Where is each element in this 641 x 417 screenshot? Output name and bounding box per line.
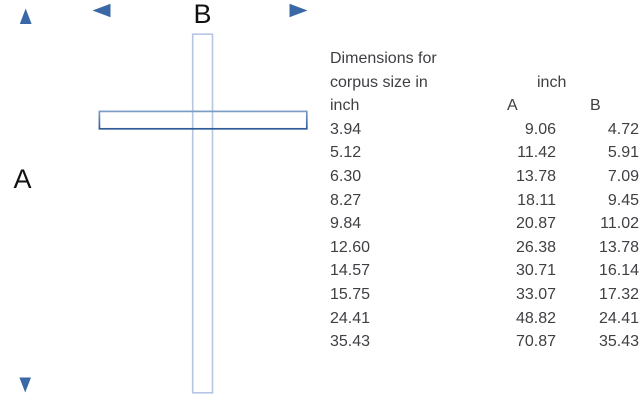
dimension-b-cell: 16.14 xyxy=(598,262,639,280)
dimension-b-cell: 35.43 xyxy=(598,333,639,351)
dimension-a-cell: 18.11 xyxy=(517,191,556,209)
table-heading-line-2: corpus size in xyxy=(330,73,428,91)
corpus-size-cell: 9.84 xyxy=(330,215,362,233)
table-heading-row: Dimensions for xyxy=(330,47,641,71)
arrow-down-icon xyxy=(19,377,31,393)
arrow-up-icon xyxy=(19,8,32,24)
arrow-left-icon xyxy=(92,3,111,18)
dimension-a-cell: 70.87 xyxy=(515,333,556,351)
corpus-size-cell: 14.57 xyxy=(330,262,371,280)
table-row: 24.41 48.82 24.41 xyxy=(330,307,641,331)
height-dimension-label: A xyxy=(13,164,31,194)
corpus-size-cell: 15.75 xyxy=(330,285,371,303)
width-dimension-arrow: B xyxy=(92,0,308,29)
table-row: 35.43 70.87 35.43 xyxy=(330,330,641,354)
dimension-b-cell: 9.45 xyxy=(607,191,639,209)
dimension-b-cell: 4.72 xyxy=(607,120,639,138)
table-row: 8.27 18.11 9.45 xyxy=(330,189,641,213)
dimension-b-cell: 11.02 xyxy=(600,215,639,233)
column-b-header: B xyxy=(590,97,601,115)
corpus-size-cell: 8.27 xyxy=(330,191,362,209)
column-a-header: A xyxy=(507,97,518,115)
cross-horizontal-bar xyxy=(98,110,308,130)
table-row: 12.60 26.38 13.78 xyxy=(330,236,641,260)
dimension-a-cell: 9.06 xyxy=(524,120,556,138)
cross-dimension-diagram: A B xyxy=(13,0,308,394)
dimension-a-cell: 11.42 xyxy=(517,144,556,162)
dimension-a-cell: 48.82 xyxy=(515,309,556,327)
table-row: 3.94 9.06 4.72 xyxy=(330,118,641,142)
table-header-row: inch A B xyxy=(330,94,641,118)
dimension-b-cell: 24.41 xyxy=(598,309,639,327)
dimension-a-cell: 33.07 xyxy=(515,285,556,303)
dimension-b-cell: 7.09 xyxy=(607,167,639,185)
table-row: 9.84 20.87 11.02 xyxy=(330,212,641,236)
dimension-a-cell: 26.38 xyxy=(515,238,556,256)
corpus-size-cell: 3.94 xyxy=(330,120,362,138)
table-heading-line-1: Dimensions for xyxy=(330,50,437,67)
dimension-table: Dimensions for corpus size in inch inch … xyxy=(330,47,641,354)
dimension-b-cell: 17.32 xyxy=(598,285,639,303)
cross-vertical-bar xyxy=(191,33,214,394)
table-row: 15.75 33.07 17.32 xyxy=(330,283,641,307)
corpus-size-cell: 6.30 xyxy=(330,167,362,185)
table-row: 5.12 11.42 5.91 xyxy=(330,141,641,165)
dimension-a-cell: 30.71 xyxy=(515,262,556,280)
height-dimension-arrow: A xyxy=(13,8,32,393)
dimension-b-cell: 5.91 xyxy=(607,144,639,162)
dimension-a-cell: 13.78 xyxy=(515,167,556,185)
table-row: 14.57 30.71 16.14 xyxy=(330,259,641,283)
table-heading-row: corpus size in inch xyxy=(330,71,641,95)
dimension-a-cell: 20.87 xyxy=(515,215,556,233)
unit-header: inch xyxy=(537,73,567,91)
corpus-size-cell: 35.43 xyxy=(330,333,371,351)
corpus-column-header: inch xyxy=(330,97,360,115)
arrow-right-icon xyxy=(289,3,308,18)
corpus-size-cell: 12.60 xyxy=(330,238,371,256)
corpus-size-cell: 24.41 xyxy=(330,309,371,327)
table-row: 6.30 13.78 7.09 xyxy=(330,165,641,189)
dimension-b-cell: 13.78 xyxy=(598,238,639,256)
corpus-size-cell: 5.12 xyxy=(330,144,362,162)
width-dimension-label: B xyxy=(193,0,211,29)
